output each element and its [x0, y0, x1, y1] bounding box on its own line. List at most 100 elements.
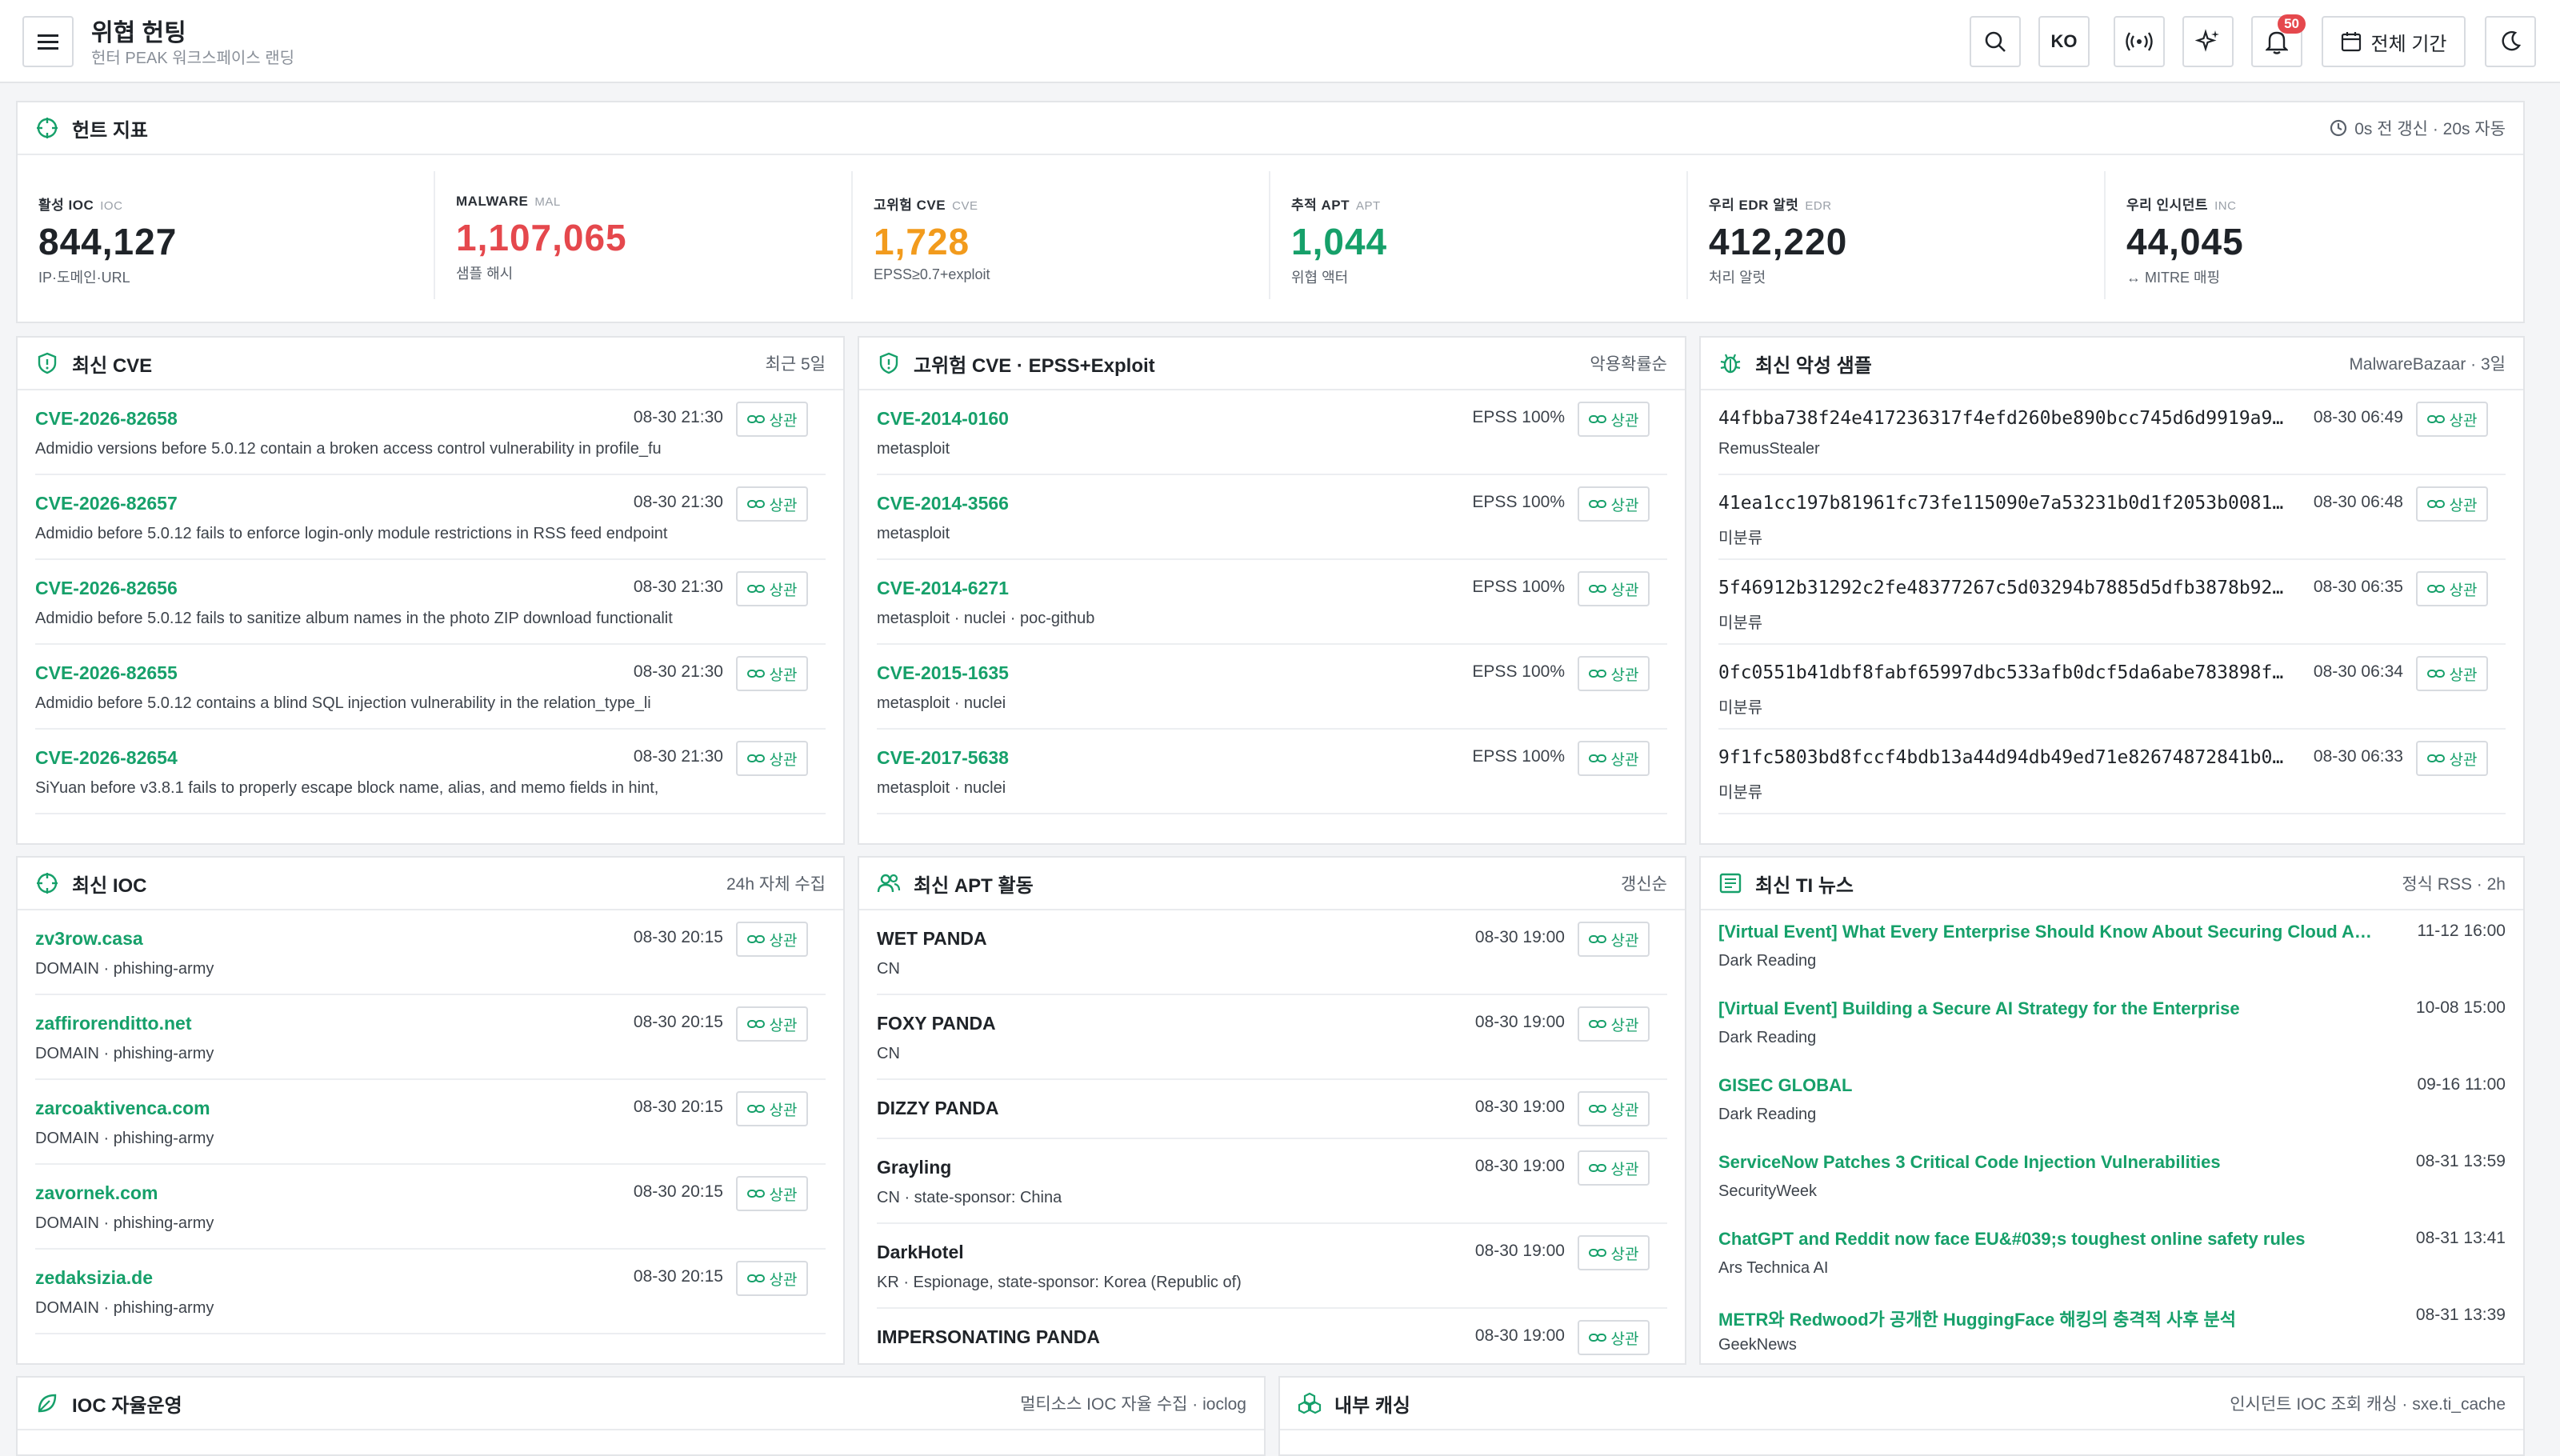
- sample-hash[interactable]: 44fbba738f24e417236317f4efd260be890bcc74…: [1718, 408, 2284, 429]
- correlate-button[interactable]: 상관: [736, 1261, 808, 1296]
- news-row[interactable]: [Virtual Event] What Every Enterprise Sh…: [1718, 910, 2506, 987]
- high-cve-row[interactable]: CVE-2014-6271 EPSS 100% metasploit · nucle…: [877, 560, 1667, 645]
- notifications-button[interactable]: 50: [2251, 14, 2306, 67]
- ioc-value-link[interactable]: zarcoaktivenca.com: [35, 1098, 210, 1118]
- ioc-row[interactable]: zv3row.casa 08-30 20:15 DOMAIN · phishing-…: [35, 910, 826, 995]
- link-icon: [2426, 500, 2445, 508]
- malware-row[interactable]: 5f46912b31292c2fe48377267c5d03294b7885d5…: [1718, 560, 2506, 645]
- cve-id-link[interactable]: CVE-2014-3566: [877, 493, 1009, 514]
- ioc-row[interactable]: zedaksizia.de 08-30 20:15 DOMAIN · phishin…: [35, 1250, 826, 1334]
- cve-row[interactable]: CVE-2026-82655 08-30 21:30 Admidio before …: [35, 645, 826, 730]
- ioc-value-link[interactable]: zedaksizia.de: [35, 1267, 154, 1288]
- news-row[interactable]: ServiceNow Patches 3 Critical Code Injec…: [1718, 1141, 2506, 1218]
- menu-button[interactable]: [22, 16, 74, 67]
- correlate-button[interactable]: 상관: [736, 1006, 808, 1042]
- correlate-button[interactable]: 상관: [2416, 741, 2488, 776]
- correlate-button[interactable]: 상관: [1578, 922, 1650, 957]
- correlate-button[interactable]: 상관: [1578, 1320, 1650, 1355]
- news-row[interactable]: [Virtual Event] Building a Secure AI Str…: [1718, 987, 2506, 1064]
- cve-id-link[interactable]: CVE-2017-5638: [877, 747, 1009, 768]
- correlate-button[interactable]: 상관: [2416, 571, 2488, 606]
- ioc-value-link[interactable]: zaffirorenditto.net: [35, 1013, 192, 1034]
- high-cve-row[interactable]: CVE-2015-1635 EPSS 100% metasploit · nucle…: [877, 645, 1667, 730]
- theme-toggle-button[interactable]: [2485, 16, 2536, 67]
- ioc-row[interactable]: zavornek.com 08-30 20:15 DOMAIN · phishing…: [35, 1165, 826, 1250]
- correlate-button[interactable]: 상관: [736, 486, 808, 522]
- apt-name[interactable]: FOXY PANDA: [877, 1013, 996, 1034]
- malware-row[interactable]: 41ea1cc197b81961fc73fe115090e7a53231b0d1…: [1718, 475, 2506, 560]
- correlate-button[interactable]: 상관: [1578, 571, 1650, 606]
- high-cve-row[interactable]: CVE-2014-0160 EPSS 100% metasploit 상관: [877, 390, 1667, 475]
- ioc-value-link[interactable]: zv3row.casa: [35, 928, 143, 949]
- correlate-button[interactable]: 상관: [2416, 402, 2488, 437]
- cve-id-link[interactable]: CVE-2026-82658: [35, 408, 178, 429]
- correlate-button[interactable]: 상관: [1578, 741, 1650, 776]
- apt-row[interactable]: Grayling 08-30 19:00 CN · state-sponsor: C…: [877, 1139, 1667, 1224]
- sample-hash[interactable]: 41ea1cc197b81961fc73fe115090e7a53231b0d1…: [1718, 493, 2284, 514]
- cve-id-link[interactable]: CVE-2026-82655: [35, 662, 178, 683]
- news-row[interactable]: METR와 Redwood가 공개한 HuggingFace 해킹의 충격적 사…: [1718, 1294, 2506, 1363]
- ioc-value-link[interactable]: zavornek.com: [35, 1182, 158, 1203]
- malware-row[interactable]: 9f1fc5803bd8fccf4bdb13a44d94db49ed71e826…: [1718, 730, 2506, 814]
- correlate-button[interactable]: 상관: [2416, 656, 2488, 691]
- apt-name[interactable]: DIZZY PANDA: [877, 1098, 999, 1118]
- high-cve-row[interactable]: CVE-2014-3566 EPSS 100% metasploit 상관: [877, 475, 1667, 560]
- correlate-button[interactable]: 상관: [736, 656, 808, 691]
- sample-hash[interactable]: 9f1fc5803bd8fccf4bdb13a44d94db49ed71e826…: [1718, 747, 2284, 768]
- apt-row[interactable]: DIZZY PANDA 08-30 19:00 상관: [877, 1080, 1667, 1139]
- cve-id-link[interactable]: CVE-2026-82654: [35, 747, 178, 768]
- news-title-link[interactable]: ServiceNow Patches 3 Critical Code Injec…: [1718, 1152, 2221, 1172]
- correlate-button[interactable]: 상관: [1578, 1150, 1650, 1186]
- correlate-button[interactable]: 상관: [1578, 1006, 1650, 1042]
- apt-name[interactable]: DarkHotel: [877, 1242, 964, 1262]
- search-button[interactable]: [1970, 16, 2021, 67]
- apt-row[interactable]: FOXY PANDA 08-30 19:00 CN 상관: [877, 995, 1667, 1080]
- cve-row[interactable]: CVE-2026-82657 08-30 21:30 Admidio before …: [35, 475, 826, 560]
- period-select-button[interactable]: 전체 기간: [2322, 16, 2466, 67]
- cve-id-link[interactable]: CVE-2014-6271: [877, 578, 1009, 598]
- cve-row[interactable]: CVE-2026-82656 08-30 21:30 Admidio before …: [35, 560, 826, 645]
- news-row[interactable]: GISEC GLOBAL 09-16 11:00 Dark Reading: [1718, 1064, 2506, 1141]
- apt-row[interactable]: IMPERSONATING PANDA 08-30 19:00 상관: [877, 1309, 1667, 1363]
- apt-row[interactable]: DarkHotel 08-30 19:00 KR · Espionage, stat…: [877, 1224, 1667, 1309]
- apt-name[interactable]: WET PANDA: [877, 928, 987, 949]
- correlate-button[interactable]: 상관: [736, 922, 808, 957]
- news-title-link[interactable]: GISEC GLOBAL: [1718, 1075, 1853, 1095]
- language-button[interactable]: KO: [2038, 16, 2090, 67]
- malware-row[interactable]: 0fc0551b41dbf8fabf65997dbc533afb0dcf5da6…: [1718, 645, 2506, 730]
- apt-name[interactable]: IMPERSONATING PANDA: [877, 1326, 1100, 1347]
- correlate-button[interactable]: 상관: [736, 741, 808, 776]
- cve-id-link[interactable]: CVE-2026-82656: [35, 578, 178, 598]
- correlate-button[interactable]: 상관: [736, 1176, 808, 1211]
- correlate-button[interactable]: 상관: [1578, 656, 1650, 691]
- cve-row[interactable]: CVE-2026-82658 08-30 21:30 Admidio version…: [35, 390, 826, 475]
- news-title-link[interactable]: ChatGPT and Reddit now face EU&#039;s to…: [1718, 1229, 2306, 1249]
- correlate-button[interactable]: 상관: [1578, 402, 1650, 437]
- correlate-button[interactable]: 상관: [1578, 1235, 1650, 1270]
- ioc-row[interactable]: zaffirorenditto.net 08-30 20:15 DOMAIN · p…: [35, 995, 826, 1080]
- live-feed-button[interactable]: [2114, 16, 2165, 67]
- cve-row[interactable]: CVE-2026-82654 08-30 21:30 SiYuan before v…: [35, 730, 826, 814]
- correlate-button[interactable]: 상관: [736, 571, 808, 606]
- news-title-link[interactable]: [Virtual Event] What Every Enterprise Sh…: [1718, 922, 2372, 942]
- correlate-button[interactable]: 상관: [1578, 1091, 1650, 1126]
- ioc-row[interactable]: zarcoaktivenca.com 08-30 20:15 DOMAIN · ph…: [35, 1080, 826, 1165]
- correlate-button[interactable]: 상관: [736, 1091, 808, 1126]
- cve-id-link[interactable]: CVE-2026-82657: [35, 493, 178, 514]
- correlate-button[interactable]: 상관: [736, 402, 808, 437]
- correlate-button[interactable]: 상관: [1578, 486, 1650, 522]
- apt-name[interactable]: Grayling: [877, 1157, 952, 1178]
- apt-row[interactable]: WET PANDA 08-30 19:00 CN 상관: [877, 910, 1667, 995]
- malware-row[interactable]: 44fbba738f24e417236317f4efd260be890bcc74…: [1718, 390, 2506, 475]
- sample-hash[interactable]: 0fc0551b41dbf8fabf65997dbc533afb0dcf5da6…: [1718, 662, 2284, 683]
- cve-id-link[interactable]: CVE-2014-0160: [877, 408, 1009, 429]
- news-title-link[interactable]: [Virtual Event] Building a Secure AI Str…: [1718, 998, 2240, 1018]
- ai-assist-button[interactable]: [2182, 16, 2234, 67]
- news-row[interactable]: ChatGPT and Reddit now face EU&#039;s to…: [1718, 1218, 2506, 1294]
- metric-tag: CVE: [952, 199, 978, 213]
- correlate-button[interactable]: 상관: [2416, 486, 2488, 522]
- high-cve-row[interactable]: CVE-2017-5638 EPSS 100% metasploit · nucle…: [877, 730, 1667, 814]
- sample-hash[interactable]: 5f46912b31292c2fe48377267c5d03294b7885d5…: [1718, 578, 2284, 598]
- news-title-link[interactable]: METR와 Redwood가 공개한 HuggingFace 해킹의 충격적 사…: [1718, 1310, 2237, 1330]
- cve-id-link[interactable]: CVE-2015-1635: [877, 662, 1009, 683]
